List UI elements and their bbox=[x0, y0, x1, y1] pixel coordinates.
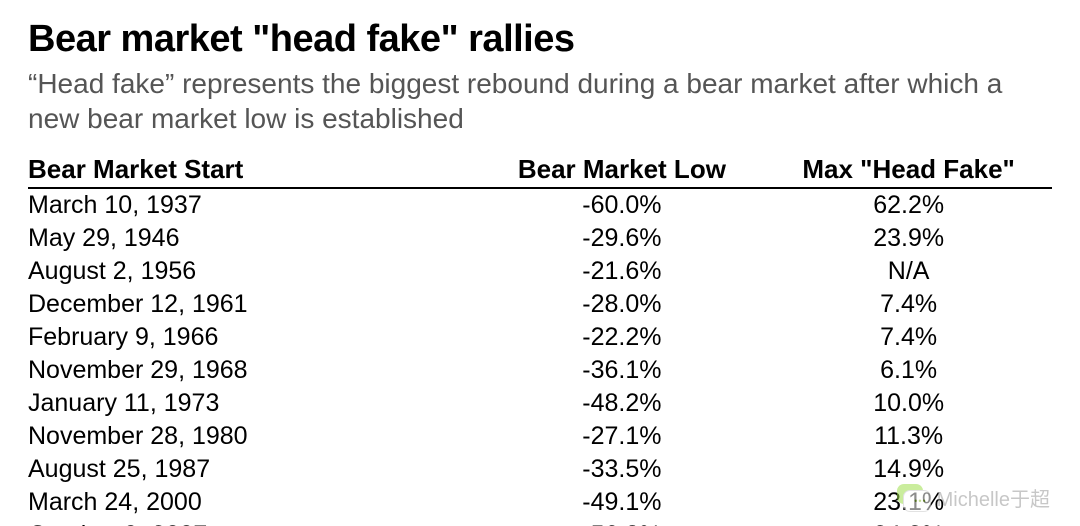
cell-headfake: 14.9% bbox=[765, 453, 1052, 486]
table-row: May 29, 1946 -29.6% 23.9% bbox=[28, 222, 1052, 255]
table-row: November 28, 1980 -27.1% 11.3% bbox=[28, 420, 1052, 453]
cell-low: -49.1% bbox=[479, 486, 766, 519]
cell-start: February 9, 1966 bbox=[28, 321, 479, 354]
col-header-start: Bear Market Start bbox=[28, 154, 479, 188]
table-header-row: Bear Market Start Bear Market Low Max "H… bbox=[28, 154, 1052, 188]
cell-start: December 12, 1961 bbox=[28, 288, 479, 321]
page-root: Bear market "head fake" rallies “Head fa… bbox=[0, 0, 1080, 526]
table-row: January 11, 1973 -48.2% 10.0% bbox=[28, 387, 1052, 420]
cell-start: October 9, 2007 bbox=[28, 519, 479, 526]
cell-low: -28.0% bbox=[479, 288, 766, 321]
table-row: March 24, 2000 -49.1% 23.1% bbox=[28, 486, 1052, 519]
cell-headfake: 24.2% bbox=[765, 519, 1052, 526]
table-row: December 12, 1961 -28.0% 7.4% bbox=[28, 288, 1052, 321]
cell-headfake: 11.3% bbox=[765, 420, 1052, 453]
cell-headfake: N/A bbox=[765, 255, 1052, 288]
cell-low: -22.2% bbox=[479, 321, 766, 354]
cell-headfake: 10.0% bbox=[765, 387, 1052, 420]
cell-headfake: 62.2% bbox=[765, 188, 1052, 222]
cell-headfake: 7.4% bbox=[765, 321, 1052, 354]
cell-headfake: 23.9% bbox=[765, 222, 1052, 255]
table-row: February 9, 1966 -22.2% 7.4% bbox=[28, 321, 1052, 354]
table-row: August 25, 1987 -33.5% 14.9% bbox=[28, 453, 1052, 486]
cell-low: -27.1% bbox=[479, 420, 766, 453]
cell-start: November 29, 1968 bbox=[28, 354, 479, 387]
table-row: November 29, 1968 -36.1% 6.1% bbox=[28, 354, 1052, 387]
cell-low: -48.2% bbox=[479, 387, 766, 420]
cell-low: -21.6% bbox=[479, 255, 766, 288]
cell-headfake: 23.1% bbox=[765, 486, 1052, 519]
cell-low: -60.0% bbox=[479, 188, 766, 222]
cell-start: May 29, 1946 bbox=[28, 222, 479, 255]
cell-start: January 11, 1973 bbox=[28, 387, 479, 420]
table-row: March 10, 1937 -60.0% 62.2% bbox=[28, 188, 1052, 222]
col-header-headfake: Max "Head Fake" bbox=[765, 154, 1052, 188]
table-row: August 2, 1956 -21.6% N/A bbox=[28, 255, 1052, 288]
cell-headfake: 6.1% bbox=[765, 354, 1052, 387]
cell-start: March 24, 2000 bbox=[28, 486, 479, 519]
cell-start: March 10, 1937 bbox=[28, 188, 479, 222]
table-row: October 9, 2007 -56.8% 24.2% bbox=[28, 519, 1052, 526]
page-title: Bear market "head fake" rallies bbox=[28, 18, 1052, 62]
cell-headfake: 7.4% bbox=[765, 288, 1052, 321]
cell-low: -56.8% bbox=[479, 519, 766, 526]
head-fake-table: Bear Market Start Bear Market Low Max "H… bbox=[28, 154, 1052, 526]
cell-start: August 25, 1987 bbox=[28, 453, 479, 486]
cell-low: -29.6% bbox=[479, 222, 766, 255]
cell-low: -33.5% bbox=[479, 453, 766, 486]
cell-start: August 2, 1956 bbox=[28, 255, 479, 288]
col-header-low: Bear Market Low bbox=[479, 154, 766, 188]
cell-low: -36.1% bbox=[479, 354, 766, 387]
page-subtitle: “Head fake” represents the biggest rebou… bbox=[28, 66, 1048, 136]
cell-start: November 28, 1980 bbox=[28, 420, 479, 453]
